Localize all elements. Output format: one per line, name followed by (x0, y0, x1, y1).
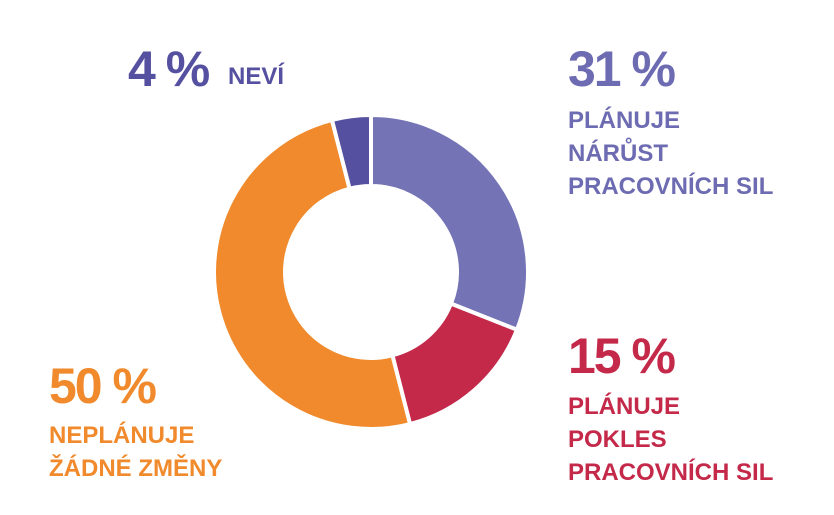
segment-label-decline-line-1: PLÁNUJE (568, 393, 681, 420)
segment-label-growth-line-3: PRACOVNÍCH SIL (568, 173, 774, 200)
segment-label-unknown: NEVÍ (228, 63, 285, 90)
donut-slice-growth (369, 113, 530, 332)
segment-value-unknown: 4 % (128, 41, 210, 97)
segment-label-no-change-line-2: ŽÁDNÉ ZMĚNY (49, 455, 223, 482)
segment-value-decline: 15 % (568, 328, 676, 384)
segment-label-growth-line-2: NÁRŮST (568, 140, 668, 167)
segment-value-growth: 31 % (568, 41, 676, 97)
segment-label-decline-line-3: PRACOVNÍCH SIL (568, 459, 774, 486)
donut-slice-unknown (329, 113, 373, 191)
segment-label-no-change: NEPLÁNUJE ŽÁDNÉ ZMĚNY (49, 419, 222, 485)
segment-value-no-change: 50 % (49, 358, 157, 414)
segment-label-no-change-line-1: NEPLÁNUJE (49, 422, 195, 449)
donut-slice-no-change (212, 117, 413, 431)
donut-slice-decline (390, 301, 519, 427)
segment-label-growth-line-1: PLÁNUJE (568, 107, 681, 134)
segment-label-growth: PLÁNUJE NÁRŮST PRACOVNÍCH SIL (568, 104, 773, 203)
segment-label-decline-line-2: POKLES (568, 426, 667, 453)
segment-label-decline: PLÁNUJE POKLES PRACOVNÍCH SIL (568, 390, 773, 489)
